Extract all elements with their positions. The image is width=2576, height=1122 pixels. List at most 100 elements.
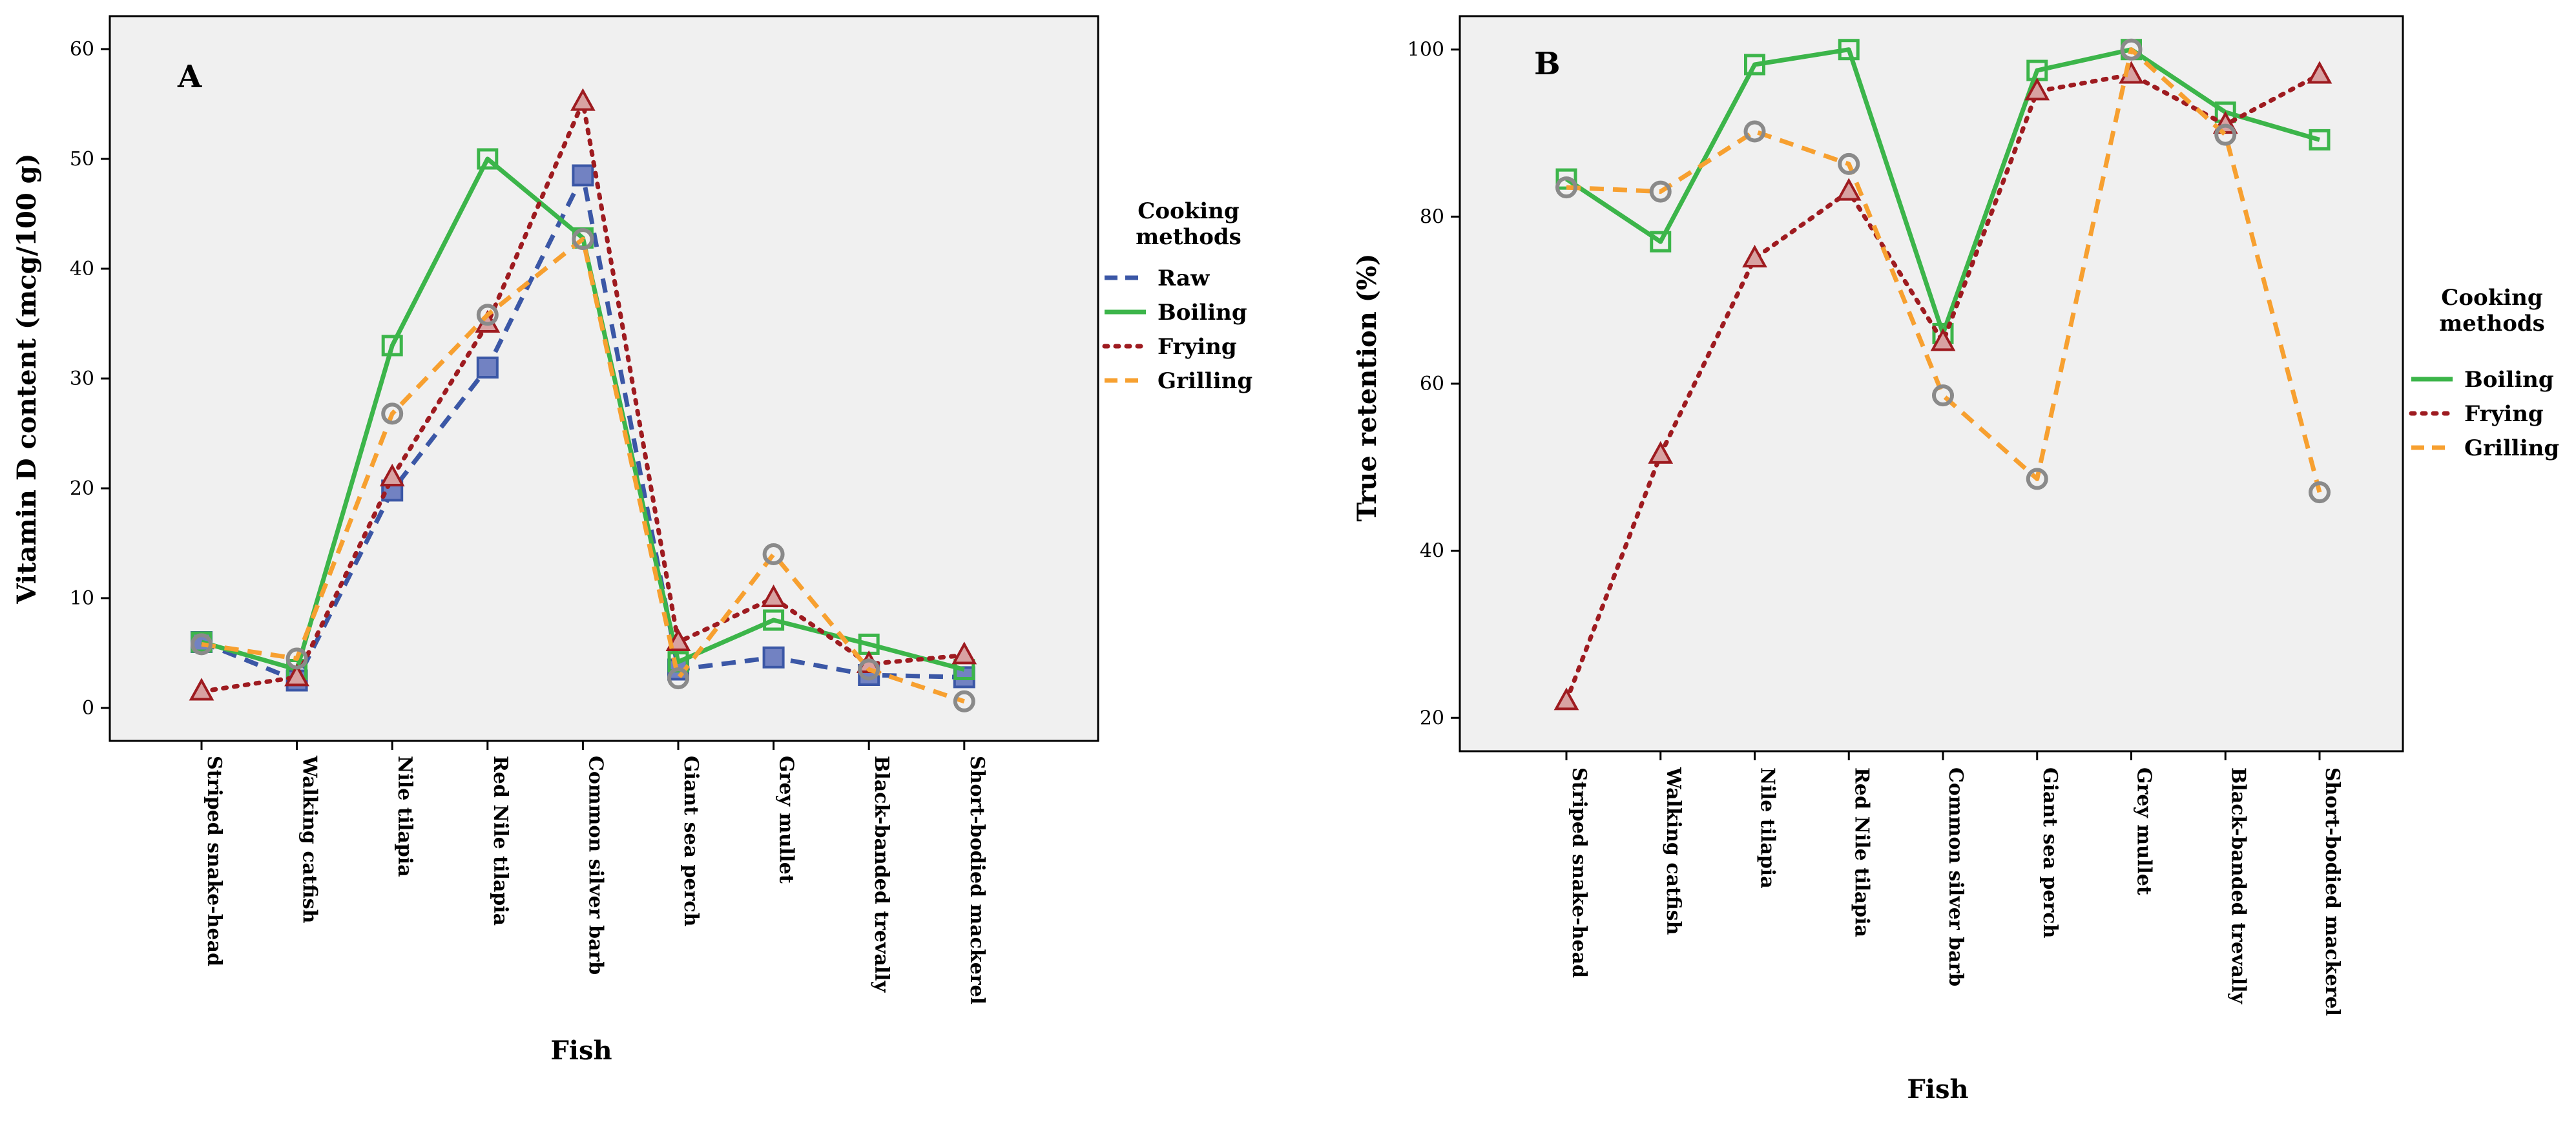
- point-a-grilling-short-bodied-mackerel: [953, 690, 975, 712]
- legend-entry-b-grilling: Grilling: [2464, 435, 2559, 461]
- point-b-grilling-short-bodied-mackerel: [2309, 481, 2331, 504]
- category-label-a-black-banded-trevally: Black-banded trevally: [870, 756, 893, 993]
- point-a-boiling-grey-mullet: [763, 609, 785, 631]
- category-label-b-giant-sea-perch: Giant sea perch: [2039, 767, 2061, 939]
- point-b-frying-walking-catfish: [1648, 441, 1674, 464]
- point-b-frying-striped-snake-head: [1553, 687, 1579, 711]
- series-b-grilling: [1555, 38, 2331, 504]
- panel-letter-b: B: [1534, 46, 1561, 82]
- point-a-grilling-grey-mullet: [762, 543, 785, 565]
- point-b-grilling-striped-snake-head: [1555, 176, 1577, 199]
- legend-entry-a-boiling: Boiling: [1158, 300, 1247, 326]
- point-a-grilling-striped-snake-head: [191, 633, 213, 656]
- x-categories-b: Striped snake-head Walking catfish Nile ti…: [1565, 751, 2343, 1016]
- point-a-grilling-red-nile-tilapia: [476, 304, 499, 326]
- y-tick-label-b-40: 40: [1420, 540, 1444, 563]
- point-b-grilling-common-silver-barb: [1932, 384, 1954, 407]
- point-a-raw-red-nile-tilapia: [476, 357, 499, 379]
- point-b-grilling-black-banded-trevally: [2214, 123, 2237, 146]
- category-label-a-walking-catfish: Walking catfish: [298, 755, 321, 924]
- point-b-frying-short-bodied-mackerel: [2307, 61, 2332, 84]
- panel-b: B 20 40 60 80 100 Striped snake-head Walking …: [1352, 15, 2559, 1105]
- point-b-grilling-walking-catfish: [1649, 180, 1672, 203]
- point-a-frying-common-silver-barb: [570, 88, 596, 111]
- point-a-grilling-common-silver-barb: [572, 228, 594, 251]
- point-a-frying-short-bodied-mackerel: [951, 641, 977, 665]
- category-label-b-short-bodied-mackerel: Short-bodied mackerel: [2321, 767, 2343, 1016]
- point-a-grilling-giant-sea-perch: [667, 667, 689, 690]
- x-axis-title-b: Fish: [1907, 1074, 1968, 1105]
- point-a-boiling-red-nile-tilapia: [477, 148, 499, 170]
- category-label-b-grey-mullet: Grey mullet: [2133, 767, 2155, 895]
- category-label-a-striped-snake-head: Striped snake-head: [203, 756, 225, 966]
- series-a-grilling: [191, 228, 975, 712]
- point-b-frying-giant-sea-perch: [2024, 78, 2050, 101]
- legend-b: Cooking methods Boiling Frying Grilling: [2409, 285, 2559, 461]
- point-b-grilling-grey-mullet: [2120, 38, 2143, 61]
- category-label-b-nile-tilapia: Nile tilapia: [1756, 767, 1779, 889]
- plot-area-b: [1459, 15, 2404, 753]
- series-line-b-frying: [1564, 72, 2322, 703]
- point-b-boiling-nile-tilapia: [1744, 54, 1765, 76]
- y-tick-label-b-20: 20: [1420, 707, 1444, 729]
- series-b: [1553, 38, 2332, 711]
- y-tick-label-a-50: 50: [70, 148, 94, 171]
- y-ticks-a: 0 10 20 30 40 50 60: [70, 38, 110, 720]
- category-label-a-giant-sea-perch: Giant sea perch: [680, 756, 702, 927]
- category-label-b-red-nile-tilapia: Red Nile tilapia: [1850, 767, 1873, 937]
- legend-a: Cooking methods Raw Boiling Frying Grilling: [1102, 198, 1252, 394]
- legend-entry-b-boiling: Boiling: [2464, 367, 2554, 393]
- x-categories-a: Striped snake-head Walking catfish Nile ti…: [200, 741, 988, 1004]
- panel-letter-a: A: [177, 59, 202, 95]
- category-label-a-common-silver-barb: Common silver barb: [584, 756, 607, 975]
- y-tick-label-a-30: 30: [70, 368, 94, 390]
- point-b-boiling-short-bodied-mackerel: [2309, 129, 2331, 151]
- legend-entry-b-frying: Frying: [2464, 401, 2544, 427]
- series-a: [189, 88, 977, 712]
- y-axis-title-a: Vitamin D content (mcg/100 g): [12, 153, 42, 604]
- category-label-a-short-bodied-mackerel: Short-bodied mackerel: [966, 756, 988, 1004]
- legend-title-b-line1: Cooking: [2441, 285, 2542, 311]
- y-tick-label-a-60: 60: [70, 38, 94, 61]
- legend-entry-a-frying: Frying: [1158, 334, 1237, 360]
- point-a-grilling-nile-tilapia: [381, 402, 404, 425]
- y-ticks-b: 20 40 60 80 100: [1407, 39, 1460, 729]
- point-a-frying-striped-snake-head: [189, 678, 214, 701]
- point-a-frying-nile-tilapia: [379, 463, 405, 486]
- category-label-a-red-nile-tilapia: Red Nile tilapia: [489, 756, 512, 926]
- point-a-frying-walking-catfish: [284, 663, 309, 687]
- series-line-a-grilling: [201, 236, 965, 704]
- panel-a: A 0 10 20 30 40 50 60 Striped snake-head Walkin…: [12, 15, 1252, 1066]
- y-axis-title-b: True retention (%): [1352, 253, 1382, 521]
- x-axis-title-a: Fish: [550, 1035, 612, 1066]
- y-tick-label-a-40: 40: [70, 258, 94, 280]
- category-label-a-grey-mullet: Grey mullet: [775, 756, 798, 884]
- point-b-grilling-giant-sea-perch: [2026, 468, 2048, 490]
- point-b-grilling-nile-tilapia: [1743, 120, 1766, 143]
- y-tick-label-b-80: 80: [1420, 205, 1444, 228]
- point-a-grilling-walking-catfish: [286, 647, 308, 670]
- y-tick-label-b-100: 100: [1407, 39, 1444, 61]
- point-a-grilling-black-banded-trevally: [858, 658, 880, 681]
- category-label-a-nile-tilapia: Nile tilapia: [393, 756, 416, 877]
- point-b-grilling-red-nile-tilapia: [1838, 152, 1860, 175]
- y-tick-label-a-20: 20: [70, 477, 94, 500]
- point-b-frying-red-nile-tilapia: [1836, 178, 1862, 201]
- point-b-boiling-walking-catfish: [1650, 231, 1672, 253]
- point-a-raw-common-silver-barb: [572, 164, 594, 187]
- point-b-frying-common-silver-barb: [1930, 328, 1956, 351]
- point-b-frying-nile-tilapia: [1742, 244, 1767, 268]
- category-label-b-walking-catfish: Walking catfish: [1662, 767, 1685, 935]
- legend-title-a-line2: methods: [1136, 224, 1241, 250]
- y-tick-label-b-60: 60: [1420, 373, 1444, 395]
- category-label-b-common-silver-barb: Common silver barb: [1944, 767, 1967, 986]
- legend-title-a-line1: Cooking: [1137, 198, 1239, 224]
- point-b-boiling-red-nile-tilapia: [1838, 39, 1860, 61]
- legend-entry-a-grilling: Grilling: [1158, 368, 1252, 394]
- plot-area-a: [109, 15, 1099, 742]
- legend-entry-a-raw: Raw: [1158, 265, 1210, 291]
- category-label-b-black-banded-trevally: Black-banded trevally: [2227, 767, 2249, 1005]
- point-a-boiling-nile-tilapia: [381, 335, 403, 357]
- y-tick-label-a-0: 0: [82, 697, 94, 720]
